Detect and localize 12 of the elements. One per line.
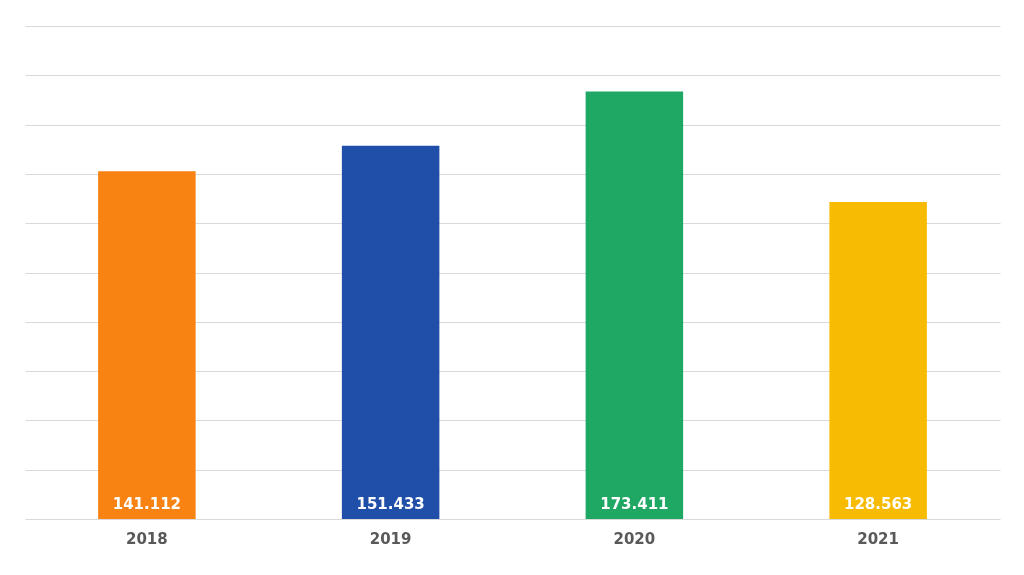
bar — [829, 202, 927, 519]
data-label: 173.411 — [600, 495, 669, 513]
data-label: 141.112 — [112, 495, 182, 513]
x-tick-label: 2020 — [613, 529, 656, 548]
bar — [341, 145, 440, 519]
x-tick-label: 2021 — [857, 529, 899, 548]
x-tick-label: 2019 — [369, 529, 412, 548]
data-label: 128.563 — [843, 495, 913, 513]
x-tick-label: 2018 — [126, 529, 168, 548]
bar — [585, 91, 684, 519]
data-label: 151.433 — [356, 495, 425, 513]
bar — [98, 171, 196, 519]
